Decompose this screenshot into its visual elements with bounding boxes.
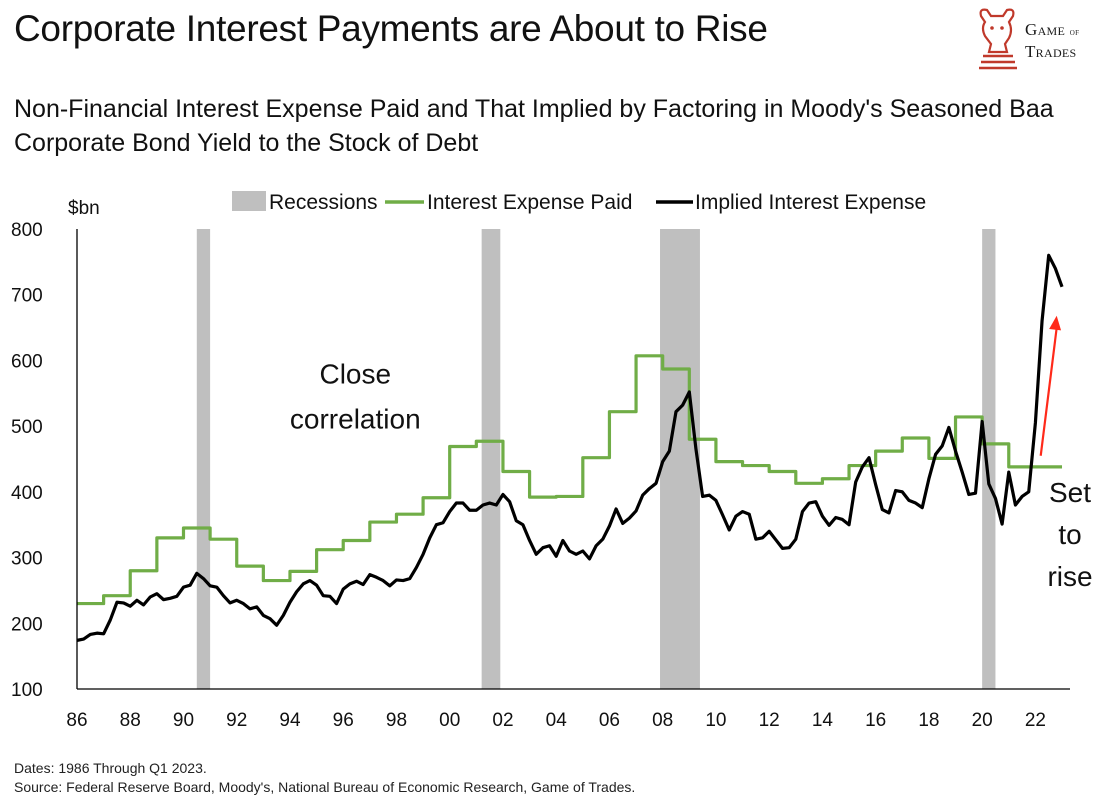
x-tick-label: 94: [279, 710, 301, 731]
logo-word-trades: Trades: [1025, 42, 1077, 61]
x-tick-label: 18: [918, 710, 939, 731]
x-tick-label: 88: [120, 710, 141, 731]
annotation-text: Close: [319, 359, 391, 390]
series-implied-interest-expense: [76, 253, 1064, 642]
x-tick-label: 06: [599, 710, 620, 731]
x-tick-label: 22: [1025, 710, 1046, 731]
chart-title: Corporate Interest Payments are About to…: [14, 8, 768, 49]
logo-word-of: of: [1069, 27, 1080, 38]
axes: [76, 229, 1070, 690]
y-tick-label: 500: [11, 417, 43, 438]
x-tick-label: 10: [705, 710, 726, 731]
x-tick-labels: 86 88 90 92 94 96 98 00 02 04 06 08 10 12 14 16 18 20 22: [66, 710, 1046, 731]
y-axis-unit-label: $bn: [68, 198, 100, 219]
annotation-text: rise: [1047, 561, 1092, 592]
annotation-text: Set: [1049, 477, 1091, 508]
x-tick-label: 96: [333, 710, 354, 731]
x-tick-label: 90: [173, 710, 194, 731]
recession-bands: [196, 229, 996, 689]
y-tick-label: 100: [11, 680, 43, 701]
footnote-source: Source: Federal Reserve Board, Moody's, …: [14, 779, 636, 795]
x-tick-label: 16: [865, 710, 886, 731]
series-line-implied-interest-expense: [76, 253, 1064, 642]
recession-band-2: [660, 229, 700, 689]
legend-swatch-recessions: [232, 191, 266, 211]
recession-band-1: [481, 229, 501, 689]
game-of-trades-logo: Game of Trades: [975, 6, 1105, 76]
bull-chess-knight-icon: [979, 8, 1017, 70]
recession-band-0: [196, 229, 211, 689]
y-tick-label: 200: [11, 614, 43, 635]
y-tick-label: 300: [11, 549, 43, 570]
x-tick-label: 86: [66, 710, 87, 731]
chart-subtitle: Non-Financial Interest Expense Paid and …: [14, 95, 1054, 157]
legend-label-paid: Interest Expense Paid: [427, 191, 632, 214]
x-tick-label: 08: [652, 710, 673, 731]
y-tick-label: 700: [11, 286, 43, 307]
x-tick-label: 04: [546, 710, 568, 731]
x-tick-label: 12: [759, 710, 780, 731]
y-tick-label: 600: [11, 351, 43, 372]
x-tick-label: 92: [226, 710, 247, 731]
x-tick-label: 02: [492, 710, 513, 731]
annotation-text: to: [1058, 519, 1081, 550]
red-arrow: [1039, 327, 1058, 456]
annotations: Close correlation Set to rise: [290, 359, 1093, 592]
logo-word-game: Game: [1025, 20, 1066, 39]
annotation-text: correlation: [290, 404, 421, 435]
x-tick-label: 98: [386, 710, 407, 731]
y-tick-labels: 100 200 300 400 500 600 700 800: [11, 220, 43, 701]
y-tick-label: 800: [11, 220, 43, 241]
series-line-interest-expense-paid: [77, 354, 1063, 606]
x-tick-label: 14: [812, 710, 834, 731]
x-tick-label: 00: [439, 710, 460, 731]
footnote-dates: Dates: 1986 Through Q1 2023.: [14, 760, 207, 776]
legend-label-recessions: Recessions: [269, 191, 378, 214]
legend: Recessions Interest Expense Paid Implied…: [232, 191, 926, 214]
legend-label-implied: Implied Interest Expense: [695, 191, 926, 214]
y-tick-label: 400: [11, 483, 43, 504]
recession-band-3: [982, 229, 996, 689]
red-arrow-head: [1049, 315, 1062, 331]
x-tick-label: 20: [972, 710, 993, 731]
series-interest-expense-paid: [77, 354, 1063, 606]
